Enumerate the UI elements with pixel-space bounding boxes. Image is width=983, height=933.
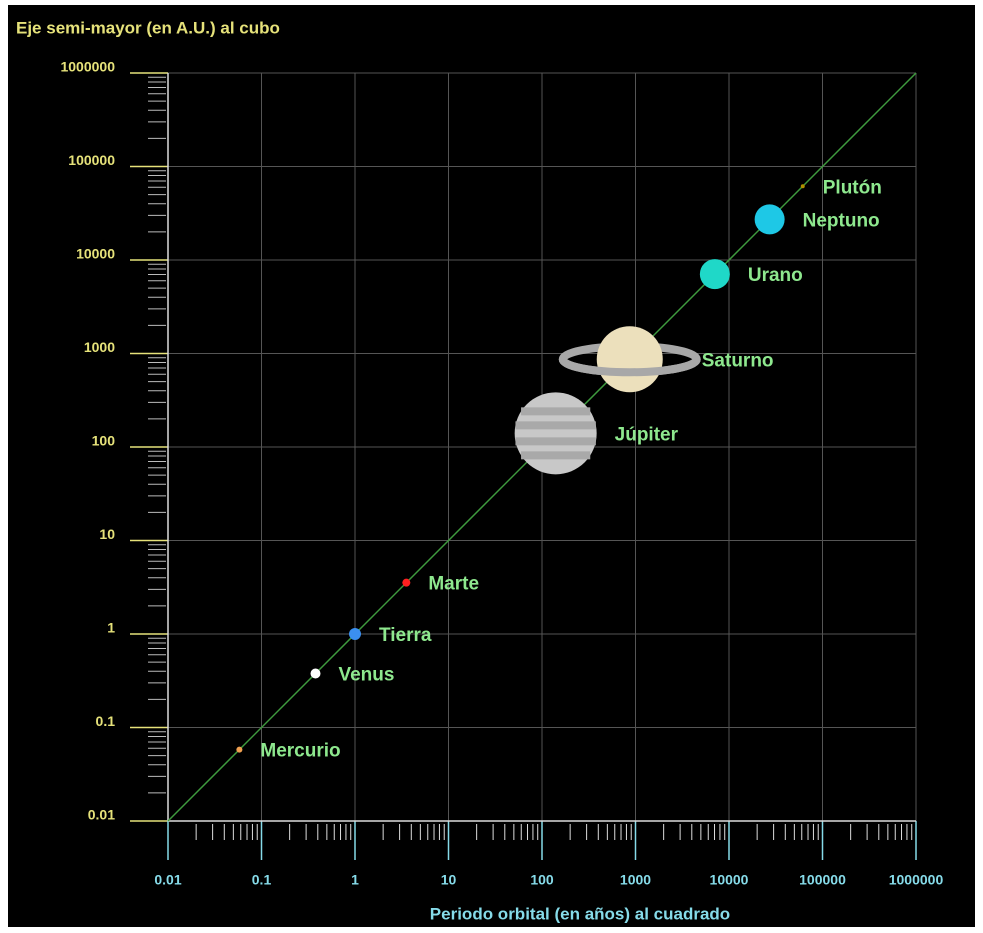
- planet-body: [402, 578, 411, 587]
- x-tick-label: 100000: [799, 872, 846, 888]
- planet: [349, 628, 361, 640]
- point-label: Urano: [748, 265, 803, 286]
- band: [521, 407, 591, 416]
- y-tick-label: 1: [107, 620, 115, 636]
- planet-body: [310, 668, 321, 679]
- chart-background: [8, 5, 975, 927]
- band: [521, 451, 591, 460]
- y-tick-label: 10000: [76, 246, 115, 262]
- planet-body: [699, 259, 730, 290]
- point-label: Tierra: [379, 625, 432, 646]
- x-tick-label: 0.1: [252, 872, 272, 888]
- x-tick-label: 1000: [620, 872, 651, 888]
- x-tick-label: 10000: [710, 872, 749, 888]
- planet-body: [349, 628, 361, 640]
- x-tick-label: 100: [530, 872, 554, 888]
- planet: [699, 259, 730, 290]
- y-tick-label: 1000000: [60, 59, 115, 75]
- point-label: Júpiter: [615, 424, 679, 445]
- planet: [310, 668, 321, 679]
- point-label: Mercurio: [260, 741, 340, 762]
- planet: [402, 578, 411, 587]
- planet: [236, 746, 243, 753]
- x-tick-label: 0.01: [154, 872, 181, 888]
- y-tick-label: 0.01: [88, 807, 115, 823]
- point-label: Neptuno: [803, 210, 880, 231]
- x-tick-label: 1000000: [889, 872, 944, 888]
- x-tick-label: 10: [441, 872, 457, 888]
- y-tick-label: 0.1: [96, 713, 116, 729]
- y-tick-label: 1000: [84, 339, 115, 355]
- planet-body: [754, 204, 785, 235]
- planet: [558, 326, 701, 393]
- planet-body: [596, 326, 663, 393]
- planet: [754, 204, 785, 235]
- y-tick-label: 100: [92, 433, 116, 449]
- planet: [800, 184, 805, 189]
- point-label: Plutón: [823, 177, 882, 198]
- band: [515, 421, 596, 430]
- y-tick-label: 100000: [68, 152, 115, 168]
- planet: [514, 392, 597, 475]
- point-label: Venus: [338, 665, 394, 686]
- y-tick-label: 10: [99, 526, 115, 542]
- planet-body: [236, 746, 243, 753]
- planet-body: [800, 184, 805, 189]
- ring-front: [558, 358, 701, 377]
- planet-body: [514, 392, 597, 475]
- x-tick-label: 1: [351, 872, 359, 888]
- band: [515, 437, 596, 446]
- point-label: Saturno: [702, 350, 774, 371]
- point-label: Marte: [428, 574, 479, 595]
- y-axis-title: Eje semi-mayor (en A.U.) al cubo: [16, 18, 280, 37]
- x-axis-title: Periodo orbital (en años) al cuadrado: [430, 904, 730, 923]
